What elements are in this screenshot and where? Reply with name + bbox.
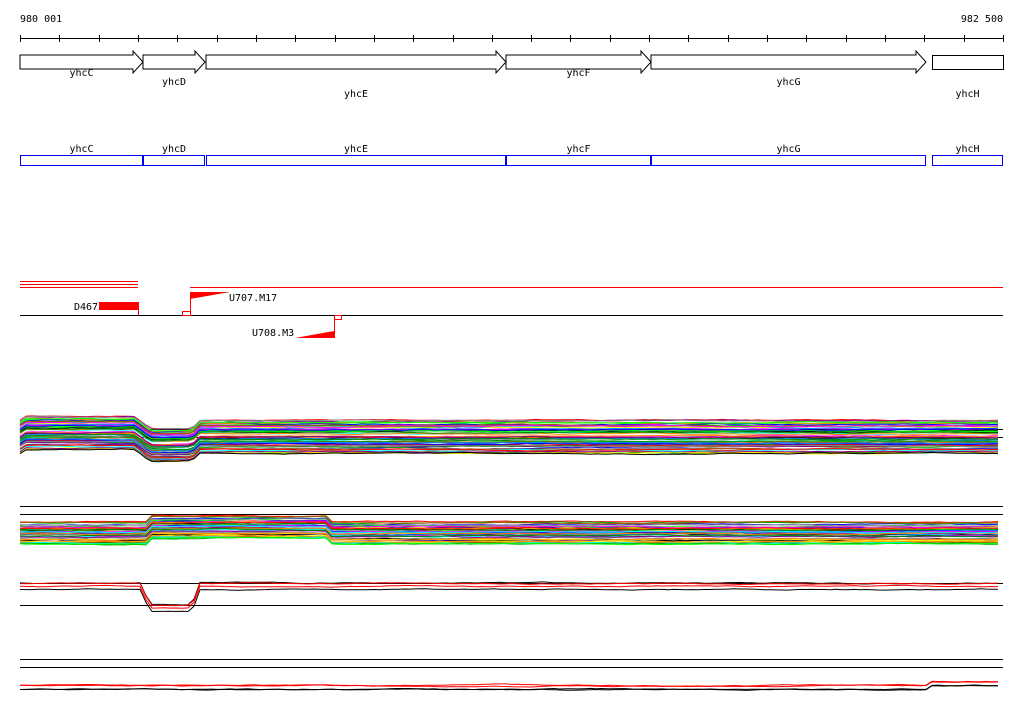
feature-track: D467 U707.M17 U708.M3 — [20, 281, 1003, 339]
gene-box-label: yhcG — [776, 144, 800, 155]
gene-label: yhcG — [776, 77, 800, 88]
expression-line — [19, 531, 998, 540]
gene-label: yhcH — [955, 89, 979, 100]
gene-arrow[interactable] — [932, 55, 1004, 70]
expression-line — [19, 435, 999, 451]
expression-line — [19, 431, 999, 447]
gene-box-yhcG[interactable]: yhcG — [651, 144, 926, 166]
expression-line — [19, 527, 998, 538]
expression-line — [19, 417, 998, 432]
d467-feature[interactable] — [99, 302, 138, 310]
gene-arrow[interactable] — [505, 49, 652, 75]
gene-yhcH[interactable]: yhcH — [932, 55, 1004, 101]
expression-line — [19, 415, 999, 430]
ruler-end-label: 982 500 — [961, 14, 1003, 25]
u708-label: U708.M3 — [252, 328, 294, 339]
gene-box-yhcD[interactable]: yhcD — [143, 144, 205, 166]
expression-line — [19, 428, 999, 442]
expression-line — [19, 425, 998, 440]
expression-line — [19, 681, 999, 687]
expression-line — [19, 536, 999, 546]
expression-line — [19, 581, 999, 606]
gene-arrow[interactable] — [142, 49, 206, 75]
d467-label: D467 — [74, 302, 98, 313]
expression-line — [19, 527, 999, 536]
gene-box-label: yhcD — [162, 144, 186, 155]
expression-line — [19, 588, 998, 613]
u707-marker — [182, 311, 191, 316]
coordinate-ruler: 980 001 982 500 — [20, 14, 1004, 42]
expression-line — [19, 440, 999, 455]
gene-yhcF[interactable]: yhcF — [505, 49, 652, 79]
expression-line — [19, 448, 999, 463]
expression-line — [20, 684, 998, 691]
gene-arrow[interactable] — [19, 49, 144, 75]
expression-line — [19, 424, 998, 439]
expression-line — [19, 447, 999, 461]
gene-arrow[interactable] — [205, 49, 507, 75]
ruler-start-label: 980 001 — [20, 14, 62, 25]
gene-box[interactable] — [932, 155, 1003, 166]
gene-yhcC[interactable]: yhcC — [19, 49, 144, 79]
expression-line — [19, 433, 999, 448]
gene-box-label: yhcF — [566, 144, 590, 155]
gene-yhcG[interactable]: yhcG — [650, 49, 927, 88]
gene-label: yhcD — [162, 77, 186, 88]
u707-label: U707.M17 — [229, 293, 277, 304]
gene-box[interactable] — [143, 155, 205, 166]
gene-box-yhcH[interactable]: yhcH — [932, 144, 1003, 166]
gene-arrow[interactable] — [650, 49, 927, 75]
gene-box[interactable] — [20, 155, 143, 166]
gene-box[interactable] — [651, 155, 926, 166]
expression-line — [19, 421, 998, 436]
expression-line — [19, 438, 999, 453]
gene-box-label: yhcH — [955, 144, 979, 155]
expression-tracks — [19, 415, 1003, 691]
expression-line — [19, 584, 999, 609]
gene-box-track: yhcC yhcD yhcE yhcF yhcG yhcH — [20, 144, 1003, 166]
expression-line — [19, 533, 999, 542]
expression-line — [19, 521, 999, 530]
expression-line — [19, 417, 999, 432]
gene-label: yhcC — [69, 68, 93, 79]
expression-line — [19, 532, 999, 541]
u708-marker — [334, 315, 342, 320]
expression-line — [19, 427, 999, 442]
gene-box[interactable] — [506, 155, 651, 166]
gene-box-yhcF[interactable]: yhcF — [506, 144, 651, 166]
gene-box-label: yhcE — [344, 144, 368, 155]
expression-line — [19, 515, 999, 525]
gene-yhcE[interactable]: yhcE — [205, 49, 507, 100]
gene-label: yhcE — [344, 89, 368, 100]
gene-arrow-track: yhcC yhcD yhcE yhcF yhcG yhcH — [19, 49, 1004, 101]
u707-feature[interactable] — [190, 292, 230, 299]
gene-box[interactable] — [206, 155, 506, 166]
expression-line — [19, 582, 999, 607]
gene-label: yhcF — [566, 68, 590, 79]
u708-feature[interactable] — [295, 331, 334, 338]
gene-box-yhcE[interactable]: yhcE — [206, 144, 506, 166]
gene-yhcD[interactable]: yhcD — [142, 49, 206, 88]
expression-line — [19, 444, 998, 459]
expression-line — [19, 525, 999, 534]
expression-line — [19, 518, 999, 527]
gene-box-yhcC[interactable]: yhcC — [20, 144, 143, 166]
expression-line — [19, 445, 999, 460]
gene-box-label: yhcC — [69, 144, 93, 155]
